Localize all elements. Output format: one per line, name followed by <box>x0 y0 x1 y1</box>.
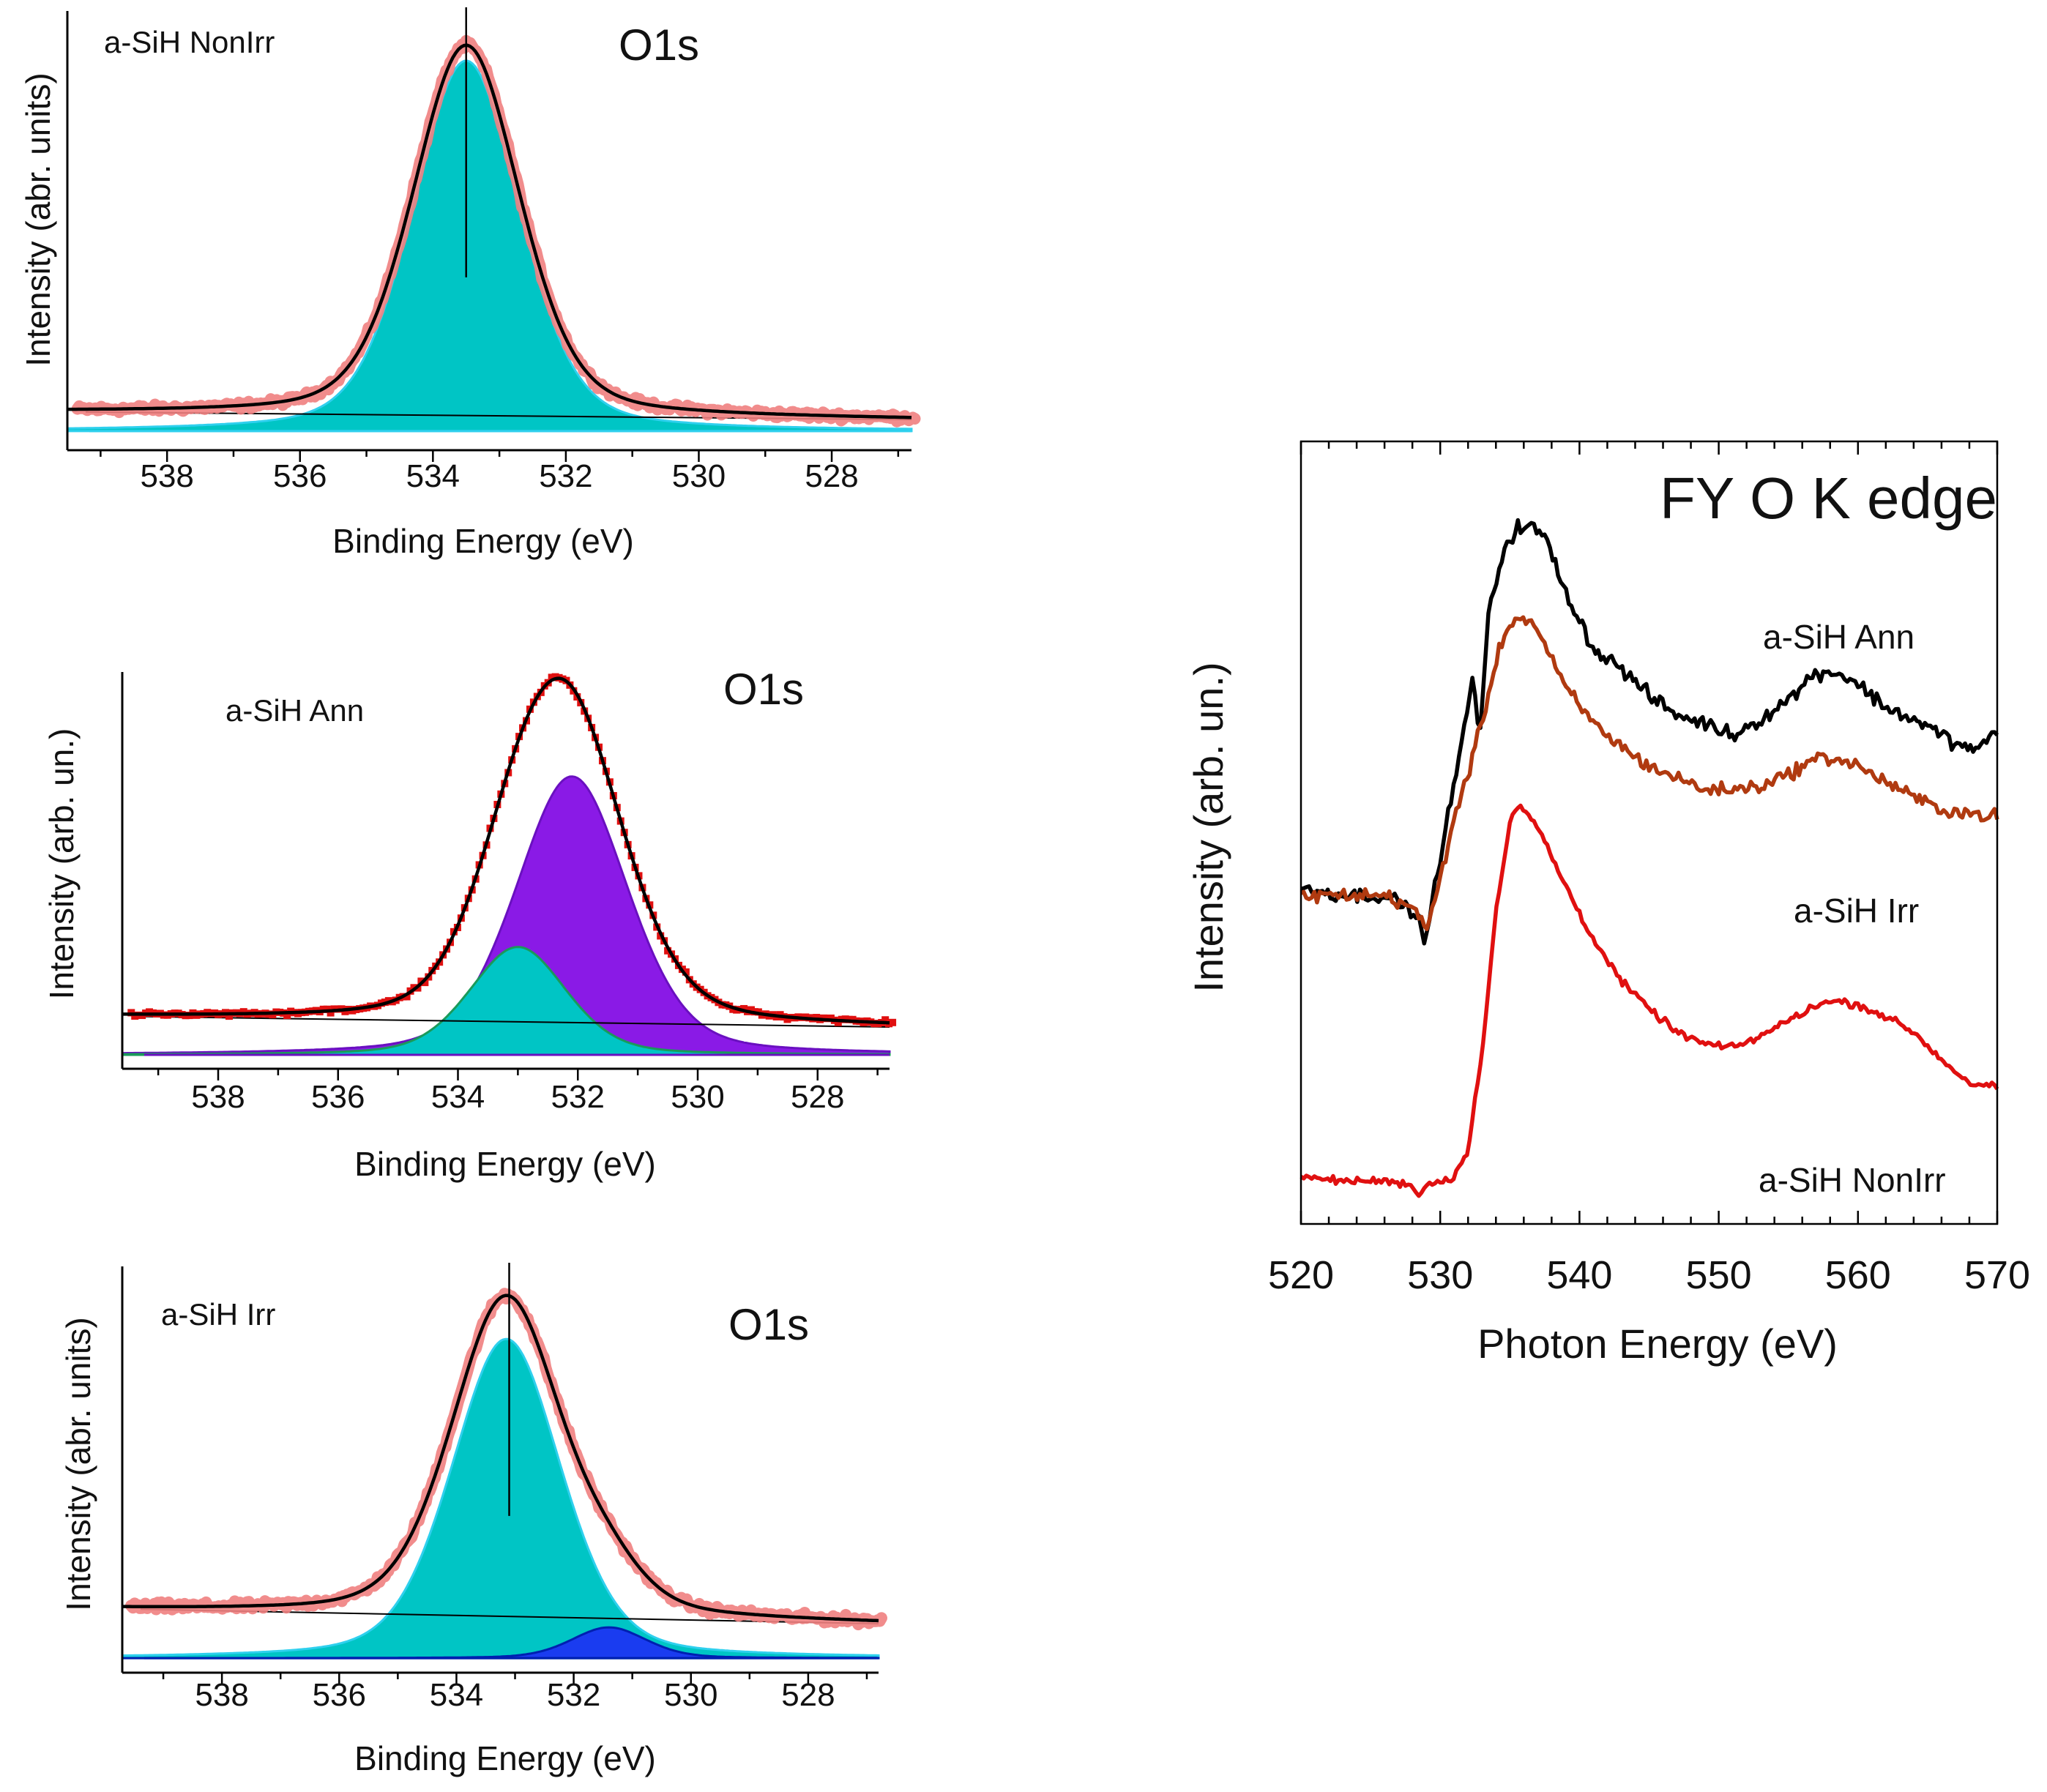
y-axis-title-nonirr: Intensity (abr. units) <box>19 72 57 366</box>
x-tick-label: 534 <box>431 1079 485 1115</box>
x-axis-title-fy: Photon Energy (eV) <box>1477 1321 1838 1367</box>
fit-envelope <box>122 676 890 1025</box>
x-tick-label: 528 <box>805 458 858 494</box>
x-tick-label: 536 <box>273 458 327 494</box>
panel-xps-irr: 538 536 534 532 530 528 a-SiH Irr O1s Binding… <box>59 1263 887 1777</box>
series-label-irr: a-SiH Irr <box>1794 892 1919 930</box>
plot-area-nonirr: 538 536 534 532 530 528 <box>66 7 921 494</box>
x-tick-label: 532 <box>547 1677 600 1713</box>
x-axis-title-irr: Binding Energy (eV) <box>354 1739 656 1777</box>
sample-label-ann: a-SiH Ann <box>225 693 364 728</box>
x-tick-label: 530 <box>1407 1253 1473 1297</box>
series-line-a-sih-nonirr <box>1300 803 1999 1198</box>
x-tick-label: 550 <box>1686 1253 1752 1297</box>
x-tick-label: 538 <box>195 1677 248 1713</box>
panel-title-irr: O1s <box>728 1300 809 1349</box>
data-point <box>889 1018 897 1026</box>
panel-fy-o-k-edge: 520 530 540 550 560 570 FY O K edge a-SiH Ann… <box>1185 440 2030 1367</box>
x-axis-title-ann: Binding Energy (eV) <box>354 1145 656 1183</box>
x-tick-label: 532 <box>551 1079 605 1115</box>
sample-label-nonirr: a-SiH NonIrr <box>104 25 275 59</box>
panel-xps-nonirr: 538 536 534 532 530 528 a-SiH NonIrr O1s Bind… <box>19 7 921 560</box>
x-tick-label: 538 <box>140 458 193 494</box>
panel-title-ann: O1s <box>723 665 804 714</box>
plot-area-irr: 538 536 534 532 530 528 <box>121 1263 887 1713</box>
x-tick-label: 538 <box>191 1079 245 1115</box>
x-tick-label: 560 <box>1825 1253 1891 1297</box>
x-tick-label: 530 <box>672 458 726 494</box>
fit-envelope <box>122 1293 879 1623</box>
x-tick-label: 570 <box>1964 1253 2030 1297</box>
y-axis-title-irr: Intensity (abr. units) <box>59 1317 97 1610</box>
data-point <box>421 979 429 987</box>
sample-label-irr: a-SiH Irr <box>161 1297 275 1332</box>
x-tick-label: 530 <box>664 1677 717 1713</box>
x-tick-label: 536 <box>311 1079 365 1115</box>
component-fill-1 <box>121 1337 880 1660</box>
component-fill-1 <box>121 775 891 1056</box>
x-tick-label: 534 <box>406 458 460 494</box>
series-line-a-sih-ann <box>1300 518 1999 946</box>
component-fill-1 <box>66 59 913 433</box>
data-point <box>403 993 411 1001</box>
plot-frame <box>1300 440 1999 1225</box>
x-tick-label: 534 <box>430 1677 483 1713</box>
data-point <box>682 968 690 976</box>
data-point <box>283 1012 291 1020</box>
panel-title-fy: FY O K edge <box>1660 466 1997 531</box>
series-label-ann: a-SiH Ann <box>1763 618 1914 656</box>
data-point <box>881 1016 890 1024</box>
panel-title-nonirr: O1s <box>619 20 699 70</box>
x-axis-title-nonirr: Binding Energy (eV) <box>332 522 634 560</box>
fit-envelope <box>67 43 912 419</box>
x-tick-label: 536 <box>313 1677 366 1713</box>
y-axis-title-ann: Intensity (arb. un.) <box>42 728 81 1000</box>
plot-area-ann: 538 536 534 532 530 528 <box>121 672 897 1115</box>
plot-area-fy: 520 530 540 550 560 570 <box>1268 440 2030 1297</box>
x-tick-label: 532 <box>539 458 592 494</box>
series-line-a-sih-irr <box>1300 615 1999 932</box>
x-tick-label: 530 <box>671 1079 724 1115</box>
y-axis-title-fy: Intensity (arb. un.) <box>1185 662 1231 992</box>
x-tick-label: 520 <box>1268 1253 1334 1297</box>
component-fill-2 <box>121 946 891 1056</box>
x-tick-label: 528 <box>781 1677 835 1713</box>
background-line <box>140 1015 890 1028</box>
panel-xps-ann: 538 536 534 532 530 528 a-SiH Ann O1s Binding… <box>42 665 897 1183</box>
x-tick-label: 540 <box>1546 1253 1612 1297</box>
x-tick-label: 528 <box>791 1079 844 1115</box>
series-label-nonirr: a-SiH NonIrr <box>1759 1161 1946 1199</box>
data-point <box>327 1009 335 1017</box>
